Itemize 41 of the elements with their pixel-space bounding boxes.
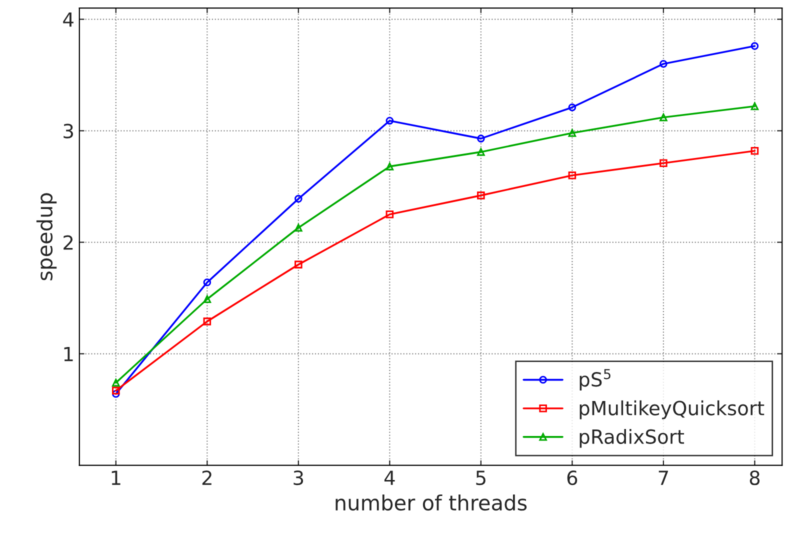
x-tick-label: 5 bbox=[476, 470, 486, 486]
point bbox=[660, 113, 668, 122]
y-axis-title: speedup bbox=[36, 193, 57, 280]
y-tick-label: 2 bbox=[64, 235, 73, 250]
point bbox=[568, 129, 576, 137]
point bbox=[750, 102, 759, 110]
point bbox=[294, 224, 302, 232]
y-tick-label: 4 bbox=[63, 12, 74, 27]
legend-label: pS$^{5}$ bbox=[580, 369, 610, 391]
point bbox=[203, 295, 212, 304]
point bbox=[386, 162, 394, 170]
point bbox=[477, 134, 485, 142]
point bbox=[477, 192, 485, 200]
point bbox=[294, 194, 302, 203]
point bbox=[112, 386, 120, 394]
point bbox=[568, 171, 576, 180]
point bbox=[386, 116, 394, 125]
x-axis-title: number of threads bbox=[336, 494, 527, 511]
y-tick-label: 1 bbox=[64, 346, 73, 362]
point bbox=[750, 42, 759, 50]
point bbox=[112, 390, 120, 398]
x-tick-label: 7 bbox=[658, 470, 668, 485]
point bbox=[660, 60, 668, 68]
x-tick-label: 4 bbox=[384, 470, 395, 485]
legend-label: pRadixSort bbox=[580, 428, 684, 448]
point bbox=[112, 378, 120, 387]
point bbox=[477, 148, 485, 156]
x-tick-label: 2 bbox=[202, 470, 212, 485]
x-tick-label: 3 bbox=[294, 470, 304, 486]
point bbox=[750, 146, 759, 155]
point bbox=[203, 278, 212, 286]
x-tick-label: 6 bbox=[567, 470, 578, 486]
point bbox=[203, 318, 212, 326]
point bbox=[660, 159, 668, 167]
point bbox=[568, 103, 576, 112]
y-tick-label: 3 bbox=[64, 124, 73, 138]
x-tick-label: 1 bbox=[112, 470, 120, 485]
legend-label: pMultikeyQuicksort bbox=[580, 400, 764, 420]
point bbox=[294, 260, 302, 268]
x-tick-label: 8 bbox=[750, 470, 760, 486]
point bbox=[386, 210, 394, 218]
